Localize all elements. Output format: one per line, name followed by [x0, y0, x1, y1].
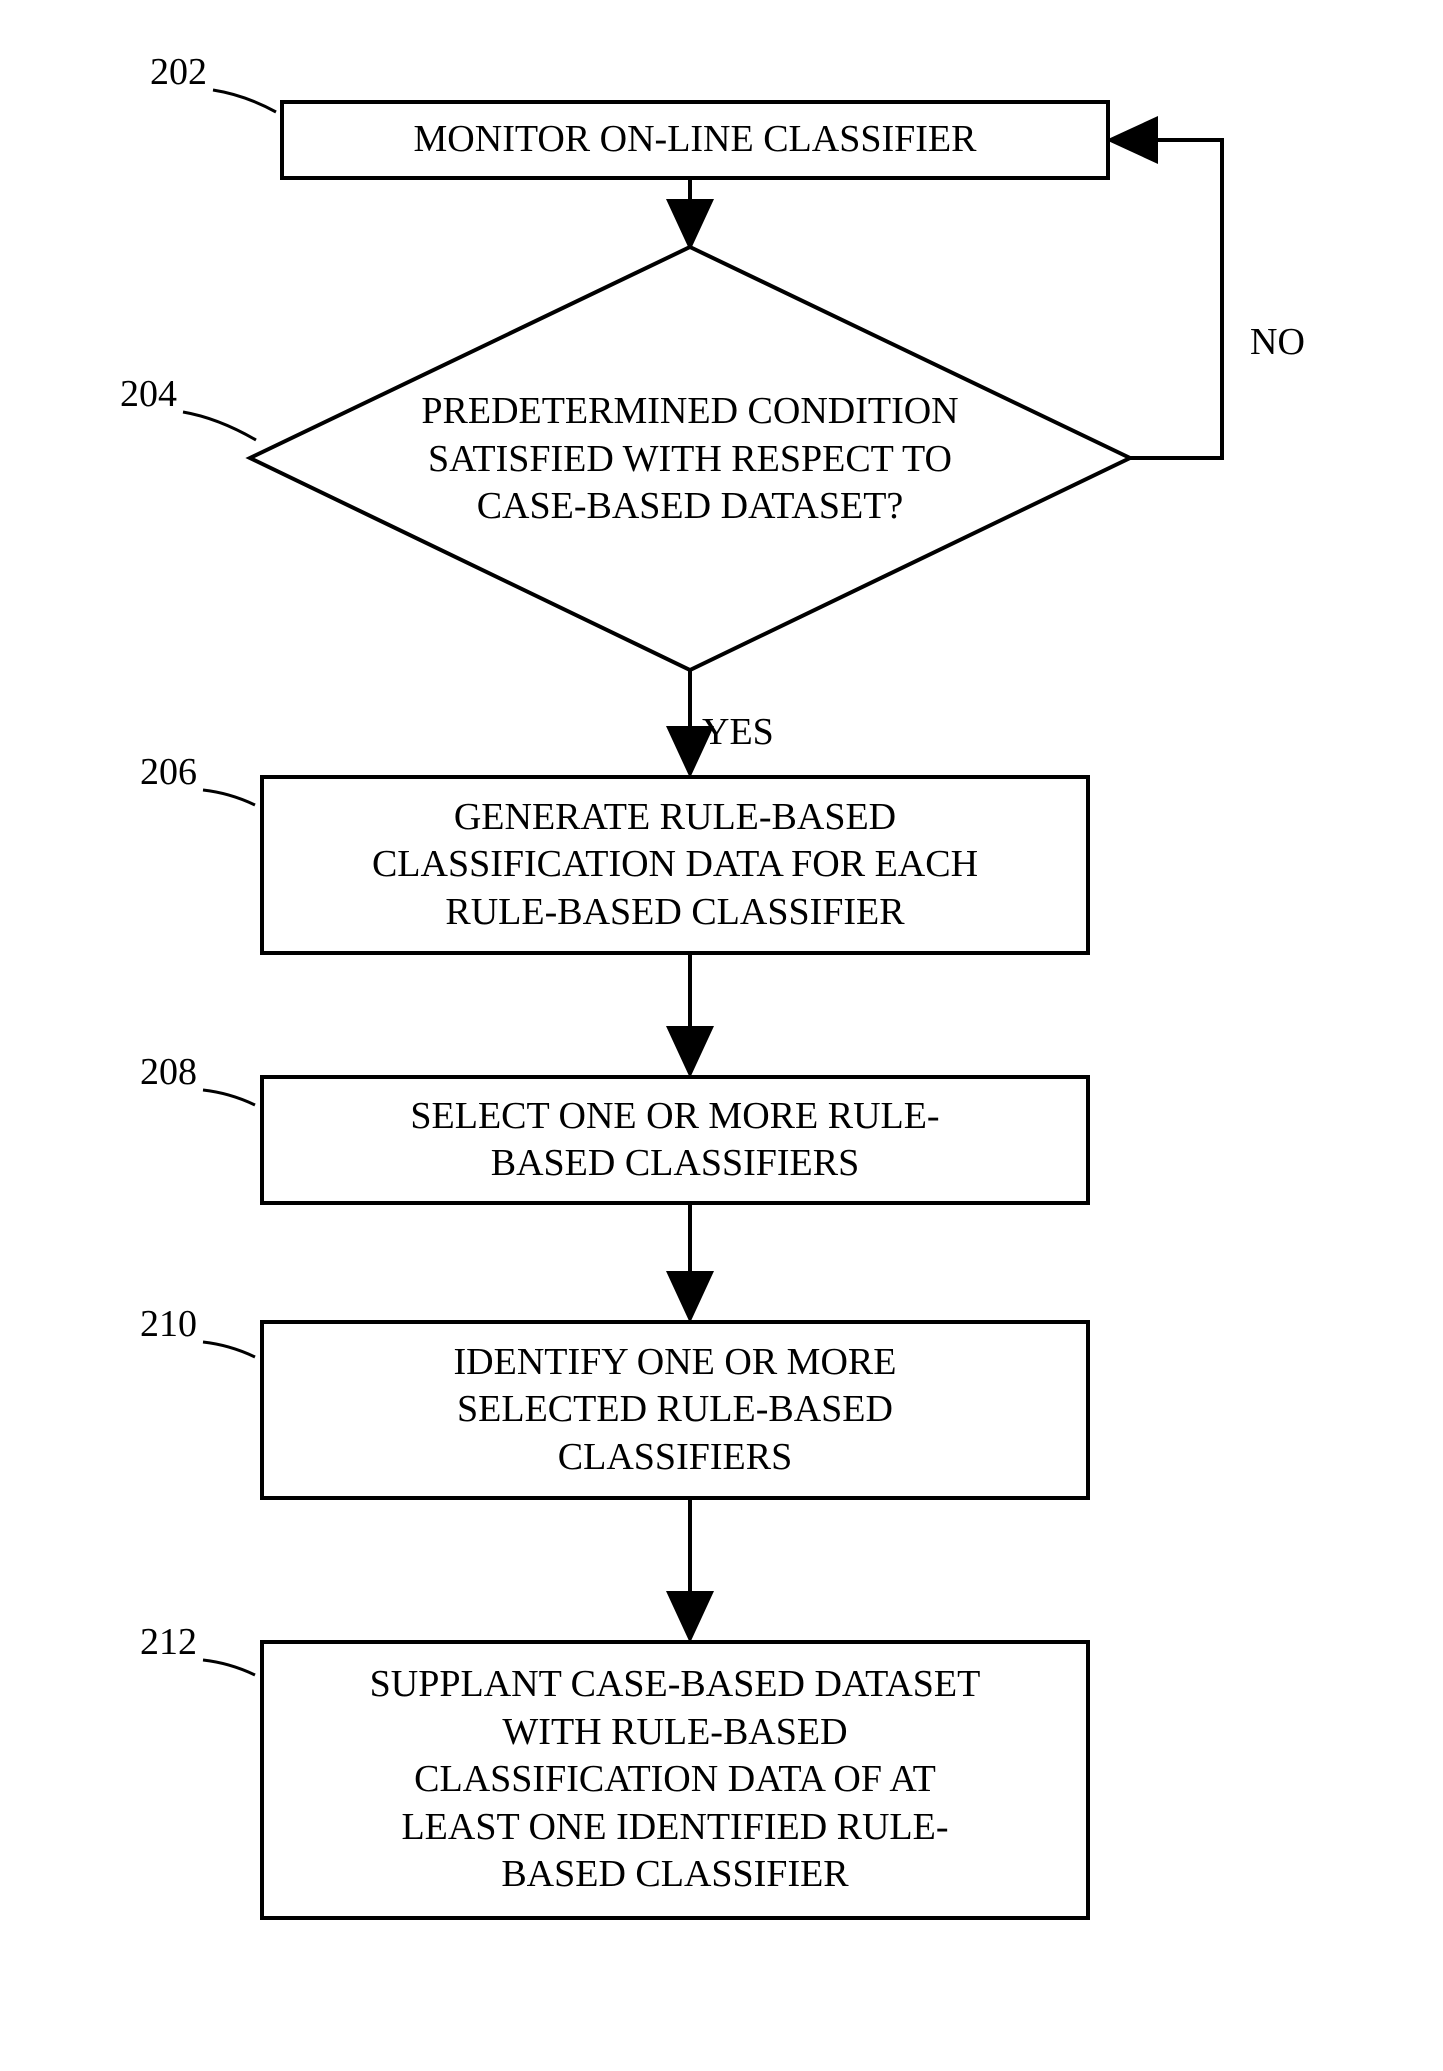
node-text: SELECT ONE OR MORE RULE- BASED CLASSIFIE… — [410, 1093, 939, 1188]
flowchart-diagram: 202 204 206 208 210 212 MONITOR ON-LINE … — [0, 0, 1443, 2071]
node-text: SUPPLANT CASE-BASED DATASET WITH RULE-BA… — [370, 1661, 981, 1899]
node-text: PREDETERMINED CONDITION SATISFIED WITH R… — [421, 390, 958, 527]
node-generate-rule-data: GENERATE RULE-BASED CLASSIFICATION DATA … — [260, 775, 1090, 955]
node-decision-condition: PREDETERMINED CONDITION SATISFIED WITH R… — [250, 388, 1130, 531]
ref-label-202: 202 — [150, 50, 207, 94]
node-text: IDENTIFY ONE OR MORE SELECTED RULE-BASED… — [454, 1339, 897, 1482]
node-identify-classifiers: IDENTIFY ONE OR MORE SELECTED RULE-BASED… — [260, 1320, 1090, 1500]
ref-label-208: 208 — [140, 1050, 197, 1094]
node-select-classifiers: SELECT ONE OR MORE RULE- BASED CLASSIFIE… — [260, 1075, 1090, 1205]
node-text: MONITOR ON-LINE CLASSIFIER — [414, 116, 977, 164]
node-monitor-classifier: MONITOR ON-LINE CLASSIFIER — [280, 100, 1110, 180]
node-supplant-dataset: SUPPLANT CASE-BASED DATASET WITH RULE-BA… — [260, 1640, 1090, 1920]
edge-label-no: NO — [1250, 320, 1305, 364]
ref-label-206: 206 — [140, 750, 197, 794]
ref-label-210: 210 — [140, 1302, 197, 1346]
ref-label-212: 212 — [140, 1620, 197, 1664]
node-text: GENERATE RULE-BASED CLASSIFICATION DATA … — [372, 794, 978, 937]
edge-label-yes: YES — [702, 710, 774, 754]
ref-label-204: 204 — [120, 372, 177, 416]
